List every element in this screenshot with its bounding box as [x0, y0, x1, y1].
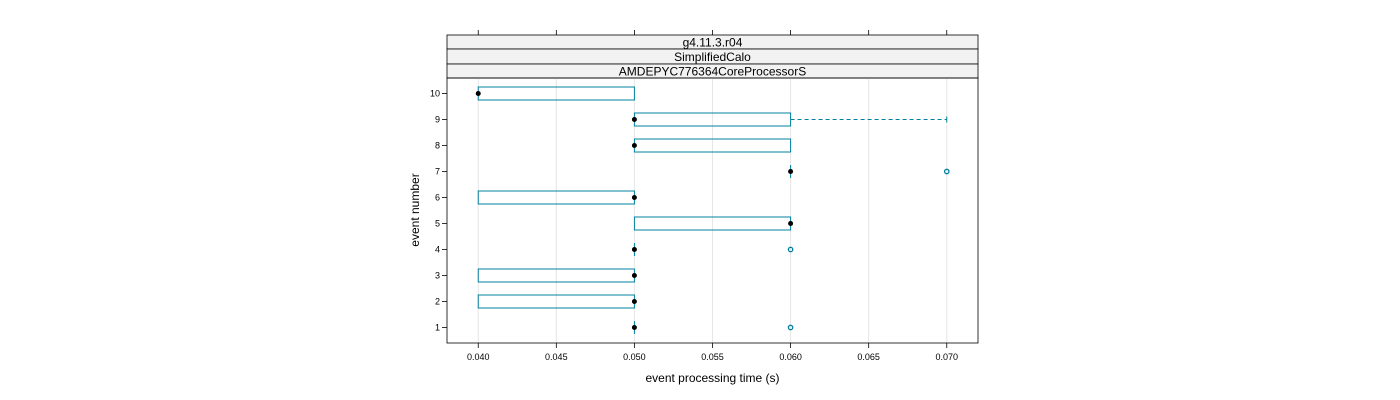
median-dot: [631, 299, 637, 304]
median-dot: [788, 169, 794, 174]
plot-marks: [475, 86, 950, 334]
y-axis-title: event number: [408, 173, 422, 246]
box-event-8: [631, 138, 792, 153]
y-tick-label: 1: [435, 323, 440, 333]
y-tick-label: 7: [435, 167, 440, 177]
box-event-3: [477, 268, 637, 283]
box-event-9: [631, 112, 948, 127]
y-tick-label: 5: [435, 219, 440, 229]
median-dot: [631, 117, 637, 122]
x-tick-label: 0.040: [467, 352, 490, 362]
y-tick-label: 10: [430, 89, 440, 99]
median-dot: [631, 247, 637, 252]
median-dot: [631, 143, 637, 148]
box-event-2: [477, 294, 637, 309]
outlier-point: [943, 168, 950, 175]
outlier-point: [787, 324, 794, 331]
y-tick-label: 6: [435, 193, 440, 203]
x-axis: 0.040 0.045 0.050 0.055 0.060 0.065 0.070: [467, 343, 958, 362]
strip-group: g4.11.3.r04 SimplifiedCalo AMDEPYC776364…: [446, 34, 979, 79]
median-dot: [631, 325, 637, 330]
median-dot: [788, 221, 794, 226]
median-dot: [631, 273, 637, 278]
box-event-6: [477, 190, 637, 205]
x-tick-label: 0.045: [545, 352, 568, 362]
strip-3-label: AMDEPYC776364CoreProcessorS: [619, 65, 806, 79]
x-tick-label: 0.050: [623, 352, 646, 362]
gridlines: [477, 78, 948, 343]
box-event-4: [631, 243, 794, 256]
box-event-7: [788, 165, 950, 178]
outlier-point: [787, 246, 794, 253]
box-event-5: [633, 216, 794, 231]
strip-2-label: SimplifiedCalo: [674, 50, 751, 64]
x-tick-label: 0.060: [779, 352, 802, 362]
y-tick-label: 9: [435, 115, 440, 125]
x-tick-label: 0.055: [701, 352, 724, 362]
y-axis: 1 2 3 4 5 6 7 8 9 10: [430, 89, 447, 333]
y-tick-label: 4: [435, 245, 440, 255]
strip-1-label: g4.11.3.r04: [683, 36, 743, 50]
median-dot: [631, 195, 637, 200]
x-tick-label: 0.065: [857, 352, 880, 362]
median-dot: [475, 91, 481, 96]
x-tick-label: 0.070: [935, 352, 958, 362]
y-tick-label: 8: [435, 141, 440, 151]
y-tick-label: 3: [435, 271, 440, 281]
box-event-1: [631, 321, 794, 334]
top-axis-ticks: [477, 30, 948, 35]
x-axis-title: event processing time (s): [645, 371, 779, 385]
y-tick-label: 2: [435, 297, 440, 307]
box-event-10: [475, 86, 635, 101]
